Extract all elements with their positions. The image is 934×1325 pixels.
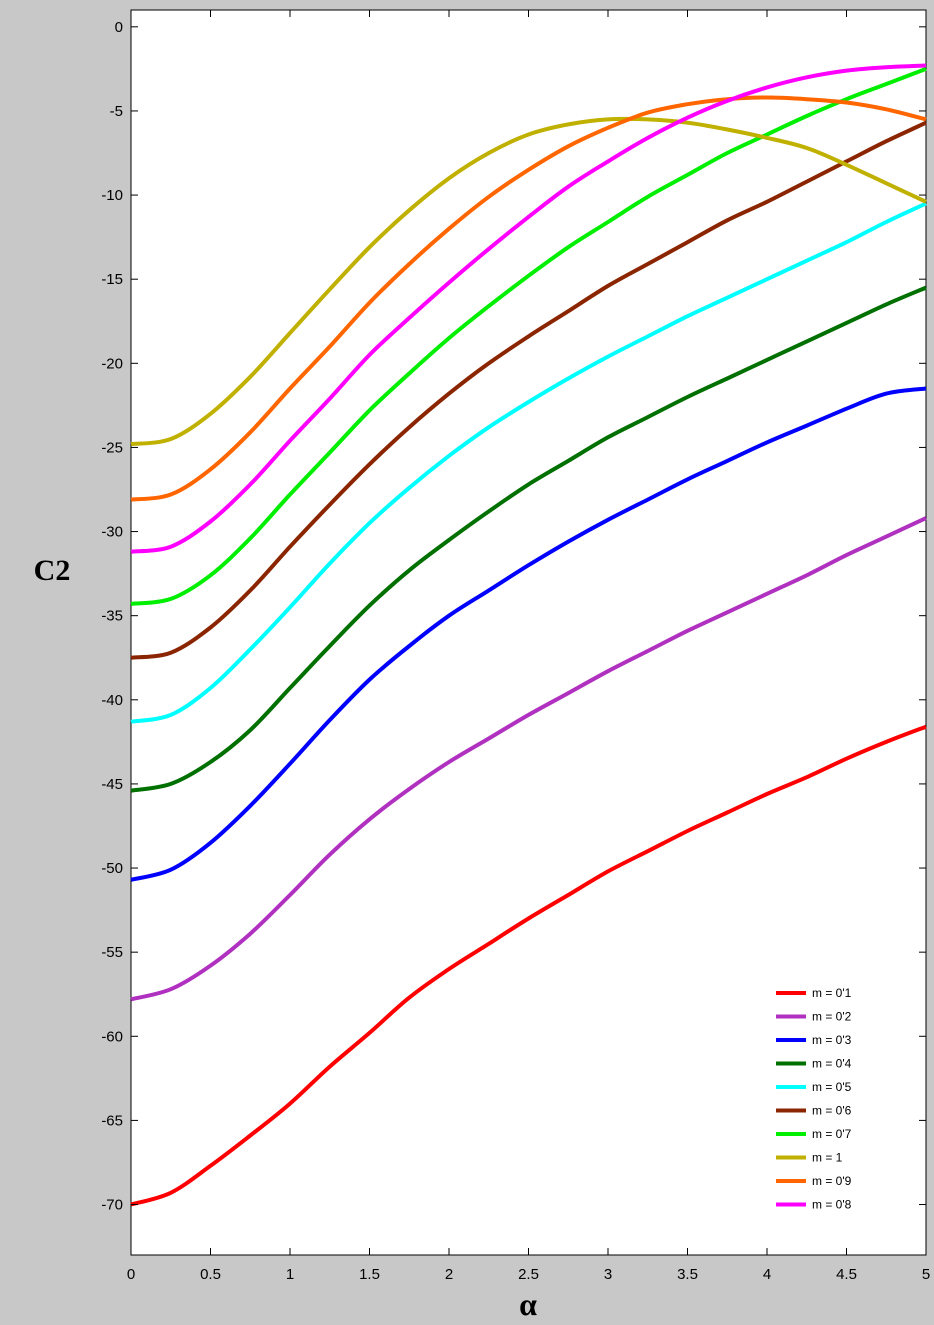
legend-label: m = 0'3	[812, 1033, 852, 1047]
x-tick-label: 5	[922, 1266, 930, 1283]
y-tick-label: -30	[101, 524, 123, 541]
y-tick-label: -45	[101, 776, 123, 793]
y-tick-label: -5	[110, 103, 123, 120]
y-tick-label: -55	[101, 944, 123, 961]
y-tick-label: -25	[101, 439, 123, 456]
x-tick-label: 1.5	[359, 1266, 380, 1283]
x-axis: 0 0.5 1 1.5 2 2.5 3 3.5 4 4.5 5	[127, 10, 930, 1283]
y-tick-label: 0	[115, 19, 123, 36]
series-line-2	[130, 516, 927, 1002]
series-line-5	[130, 201, 927, 724]
series-line-3	[130, 386, 927, 882]
x-tick-label: 3.5	[677, 1266, 698, 1283]
y-axis: 0 -5 -10 -15 -20 -25 -30 -35 -40 -45 -50 -55 -60 -65 -…	[101, 19, 926, 1214]
legend-label: m = 0'9	[812, 1174, 852, 1188]
legend-label: m = 0'4	[812, 1057, 852, 1071]
x-tick-label: 4.5	[836, 1266, 857, 1283]
legend: m = 0'1 m = 0'2 m = 0'3 m = 0'4 m = 0'5 m = 0…	[776, 986, 852, 1212]
series-line-8	[130, 116, 927, 447]
series-line-7	[130, 67, 927, 606]
legend-label: m = 0'7	[812, 1127, 852, 1141]
y-tick-label: -65	[101, 1112, 123, 1129]
legend-label: m = 0'5	[812, 1080, 852, 1094]
x-tick-label: 0.5	[200, 1266, 221, 1283]
y-tick-label: -10	[101, 187, 123, 204]
x-tick-label: 2	[445, 1266, 453, 1283]
x-tick-label: 1	[286, 1266, 294, 1283]
x-axis-label: α	[519, 1286, 537, 1322]
legend-label: m = 0'8	[812, 1198, 852, 1212]
series-line-9	[130, 95, 927, 502]
x-tick-label: 2.5	[518, 1266, 539, 1283]
y-tick-label: -15	[101, 271, 123, 288]
plot-area	[130, 9, 927, 1256]
legend-label: m = 0'6	[812, 1104, 852, 1118]
y-axis-label: C2	[34, 554, 71, 587]
y-tick-label: -35	[101, 608, 123, 625]
legend-label: m = 0'1	[812, 986, 852, 1000]
y-tick-label: -70	[101, 1197, 123, 1214]
x-tick-label: 3	[604, 1266, 612, 1283]
series-line-1	[130, 724, 927, 1207]
y-tick-label: -60	[101, 1028, 123, 1045]
series-layer	[130, 63, 927, 1207]
y-tick-label: -50	[101, 860, 123, 877]
y-tick-label: -20	[101, 355, 123, 372]
x-tick-label: 4	[763, 1266, 771, 1283]
x-tick-label: 0	[127, 1266, 135, 1283]
series-line-4	[130, 285, 927, 793]
legend-label: m = 0'2	[812, 1010, 852, 1024]
legend-label: m = 1	[812, 1151, 843, 1165]
series-line-10	[130, 63, 927, 554]
series-line-6	[130, 120, 927, 660]
y-tick-label: -40	[101, 692, 123, 709]
